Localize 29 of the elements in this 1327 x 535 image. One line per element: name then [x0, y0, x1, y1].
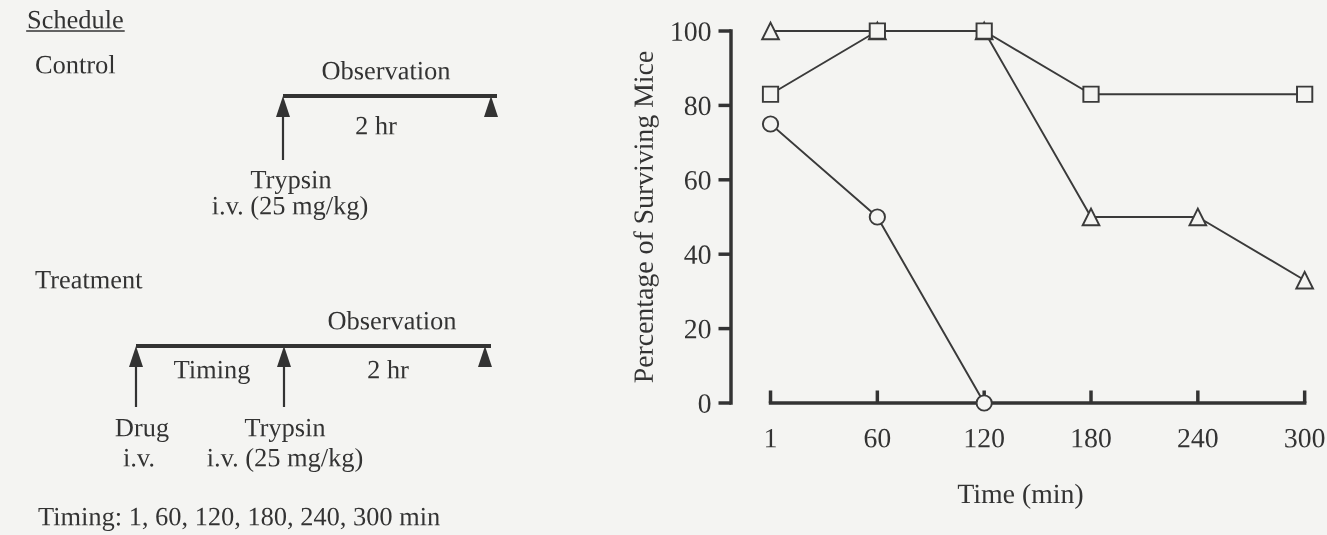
text: Observation	[322, 61, 451, 80]
x-tick-label: 1	[766, 428, 776, 448]
y-tick-label: 100	[672, 22, 711, 41]
y-tick-label: 80	[684, 96, 711, 116]
y-tick-label: 40	[684, 245, 711, 265]
text: 2 hr	[368, 360, 409, 379]
text: Timing	[174, 360, 250, 384]
x-tick-label: 120	[965, 428, 1004, 448]
text: Timing: 1, 60, 120, 180, 240, 300 min	[38, 507, 440, 531]
text: Control	[36, 55, 116, 74]
text: 2 hr	[356, 116, 397, 135]
x-tick-label: 240	[1178, 428, 1218, 448]
x-axis-title: Time (min)	[957, 483, 1083, 509]
text: Schedule	[28, 10, 123, 29]
text: i.v. (25 mg/kg)	[207, 448, 363, 472]
text: Treatment	[35, 271, 143, 289]
y-axis-title: Percentage of Surviving Mice	[633, 51, 659, 383]
text: Trypsin	[244, 418, 326, 442]
text: Trypsin	[250, 170, 332, 194]
y-tick-label: 0	[698, 394, 711, 413]
text: Observation	[328, 311, 457, 330]
y-tick-label: 20	[685, 319, 711, 339]
x-tick-label: 300	[1285, 428, 1325, 448]
y-tick-label: 60	[684, 170, 711, 190]
text: Drug	[115, 418, 169, 442]
text: i.v. (25 mg/kg)	[212, 196, 368, 220]
text: i.v.	[123, 448, 154, 467]
x-tick-label: 180	[1072, 428, 1111, 448]
x-tick-label: 60	[864, 428, 891, 448]
